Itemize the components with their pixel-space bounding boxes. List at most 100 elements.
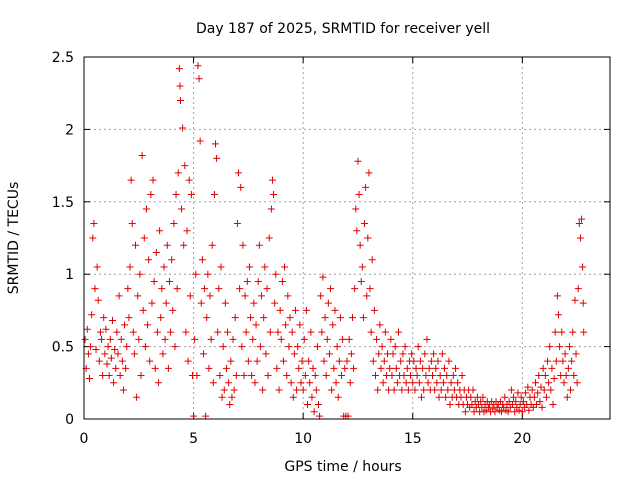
data-point — [107, 354, 115, 362]
data-point — [427, 357, 435, 365]
data-point — [93, 263, 101, 271]
data-point — [554, 311, 562, 319]
data-point — [416, 357, 424, 365]
data-point — [172, 191, 180, 199]
data-point — [111, 345, 119, 353]
data-point — [563, 393, 571, 401]
data-point — [247, 314, 255, 322]
data-point — [569, 328, 577, 336]
data-point — [264, 372, 272, 380]
data-point — [512, 398, 520, 406]
data-point — [419, 364, 427, 372]
data-point — [562, 372, 570, 380]
data-point — [174, 169, 182, 177]
data-point — [108, 317, 116, 325]
data-point — [421, 350, 429, 358]
data-point — [199, 350, 207, 358]
data-point — [514, 389, 522, 397]
data-point — [153, 328, 161, 336]
data-point — [371, 372, 379, 380]
data-point — [434, 357, 442, 365]
data-point — [518, 408, 526, 416]
data-point — [240, 372, 248, 380]
data-point — [363, 292, 371, 300]
data-point — [309, 364, 317, 372]
data-point — [119, 386, 127, 394]
data-points — [81, 62, 588, 420]
data-point — [570, 372, 578, 380]
data-point — [83, 325, 91, 333]
data-point — [393, 379, 401, 387]
data-point — [150, 277, 158, 285]
data-point — [96, 328, 104, 336]
data-point — [261, 263, 269, 271]
data-point — [198, 256, 206, 264]
data-point — [565, 343, 573, 351]
data-point — [121, 321, 129, 329]
data-point — [365, 169, 373, 177]
data-point — [310, 408, 318, 416]
data-point — [134, 292, 142, 300]
data-point — [376, 321, 384, 329]
data-point — [278, 277, 286, 285]
data-point — [201, 285, 209, 293]
data-point — [507, 386, 515, 394]
data-point — [149, 176, 157, 184]
data-point — [553, 292, 561, 300]
data-point — [233, 220, 241, 228]
data-point — [155, 379, 163, 387]
data-point — [430, 350, 438, 358]
data-point — [324, 299, 332, 307]
data-point — [445, 357, 453, 365]
data-point — [128, 220, 136, 228]
data-point — [316, 412, 324, 420]
data-point — [320, 357, 328, 365]
data-point — [210, 191, 218, 199]
data-point — [136, 270, 144, 278]
data-point — [359, 314, 367, 322]
y-axis-title: SRMTID / TECUs — [6, 182, 22, 295]
data-point — [344, 412, 352, 420]
data-point — [140, 234, 148, 242]
data-point — [346, 379, 354, 387]
data-point — [534, 389, 542, 397]
data-point — [549, 401, 557, 409]
data-point — [389, 350, 397, 358]
data-point — [367, 328, 375, 336]
data-point — [106, 335, 114, 343]
data-point — [203, 314, 211, 322]
data-point — [560, 379, 568, 387]
data-point — [579, 263, 587, 271]
data-point — [291, 306, 299, 314]
data-point — [173, 285, 181, 293]
data-point — [361, 220, 369, 228]
data-point — [148, 299, 156, 307]
data-point — [163, 241, 171, 249]
data-point — [323, 335, 331, 343]
data-point — [478, 403, 486, 411]
data-point — [298, 357, 306, 365]
data-point — [461, 408, 469, 416]
data-point — [266, 328, 274, 336]
data-point — [224, 328, 232, 336]
data-point — [354, 157, 362, 165]
data-point — [449, 372, 457, 380]
data-point — [403, 364, 411, 372]
data-point — [468, 401, 476, 409]
data-point — [357, 277, 365, 285]
data-point — [225, 379, 233, 387]
data-point — [161, 335, 169, 343]
data-point — [504, 408, 512, 416]
data-point — [167, 328, 175, 336]
data-point — [99, 372, 107, 380]
data-point — [338, 372, 346, 380]
data-point — [160, 263, 168, 271]
data-point — [282, 321, 290, 329]
data-point — [235, 169, 243, 177]
data-point — [528, 386, 536, 394]
data-point — [244, 357, 252, 365]
data-point — [168, 256, 176, 264]
data-point — [284, 292, 292, 300]
data-point — [164, 364, 172, 372]
data-point — [137, 372, 145, 380]
